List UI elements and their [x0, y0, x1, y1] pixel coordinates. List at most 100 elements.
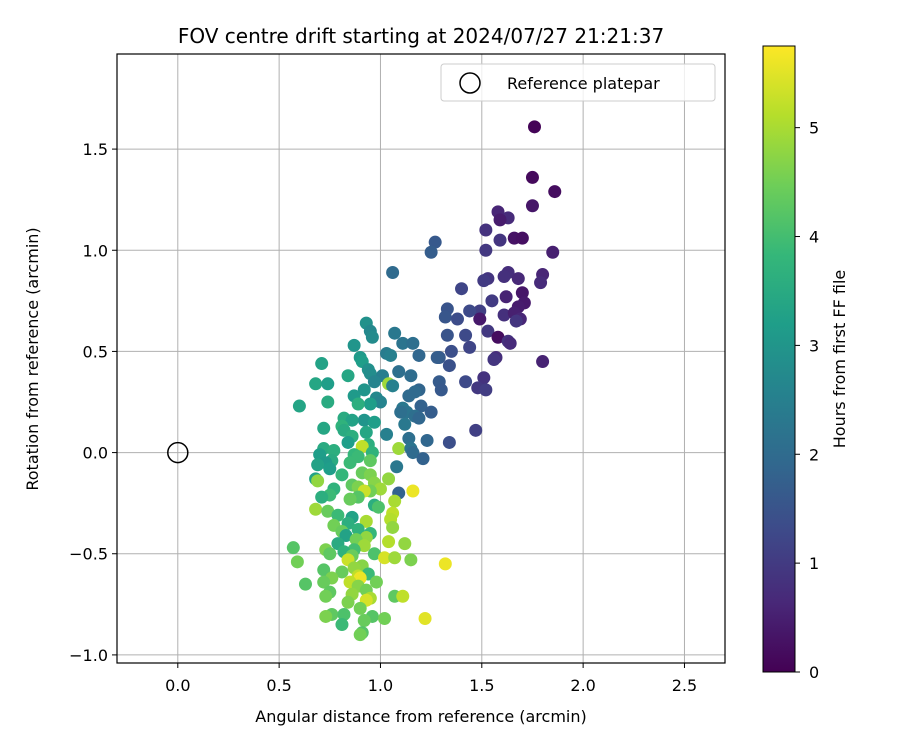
- data-point: [321, 377, 335, 391]
- x-tick-label: 1.0: [368, 676, 393, 695]
- y-axis-label: Rotation from reference (arcmin): [23, 227, 42, 490]
- data-point: [414, 399, 428, 413]
- data-point: [481, 324, 495, 338]
- data-point: [548, 185, 562, 199]
- legend-entry-reference: Reference platepar: [507, 74, 660, 93]
- legend-reference-marker: [459, 72, 481, 94]
- y-tick-label: 1.0: [83, 241, 108, 260]
- colorbar-tick-label: 3: [809, 336, 819, 355]
- data-point: [491, 330, 505, 344]
- data-point: [382, 535, 396, 549]
- data-point: [353, 628, 367, 642]
- data-point: [341, 595, 355, 609]
- y-tick-label: −1.0: [69, 646, 108, 665]
- colorbar-ticks: 0 1 2 3 4 5: [795, 119, 819, 682]
- data-point: [440, 328, 454, 342]
- data-point: [315, 357, 329, 371]
- data-point: [463, 304, 477, 318]
- data-point: [444, 344, 458, 358]
- data-point: [309, 377, 323, 391]
- x-tick-label: 2.5: [672, 676, 697, 695]
- data-point: [455, 282, 469, 296]
- data-point: [317, 563, 331, 577]
- data-point: [430, 350, 444, 364]
- data-point: [406, 484, 420, 498]
- colorbar-tick-label: 5: [809, 119, 819, 138]
- reference-marker: [167, 441, 189, 464]
- data-point: [378, 611, 392, 625]
- data-point: [388, 551, 402, 565]
- data-point: [378, 551, 392, 565]
- data-point: [331, 508, 345, 522]
- data-point: [450, 312, 464, 326]
- data-point: [493, 213, 507, 227]
- x-axis-label: Angular distance from reference (arcmin): [255, 707, 586, 726]
- data-point: [394, 405, 408, 419]
- data-point: [367, 375, 381, 389]
- data-point: [515, 231, 529, 245]
- data-point: [499, 290, 513, 304]
- data-point: [319, 589, 333, 603]
- legend: Reference platepar: [440, 63, 716, 102]
- data-point: [388, 326, 402, 340]
- data-point: [321, 504, 335, 518]
- colorbar-label: Hours from first FF file: [830, 270, 849, 449]
- data-point: [392, 365, 406, 379]
- data-point: [357, 383, 371, 397]
- data-point: [469, 423, 483, 437]
- reference-point: [167, 441, 189, 464]
- data-point: [355, 440, 369, 454]
- data-point: [459, 328, 473, 342]
- data-point: [509, 314, 523, 328]
- data-point: [353, 601, 367, 615]
- data-point: [345, 413, 359, 427]
- data-point: [412, 348, 426, 362]
- colorbar-tick-label: 1: [809, 554, 819, 573]
- data-point: [309, 502, 323, 516]
- data-point: [515, 286, 529, 300]
- data-point: [473, 312, 487, 326]
- data-point: [428, 235, 442, 249]
- data-point: [459, 375, 473, 389]
- data-point: [292, 399, 306, 413]
- data-point: [434, 383, 448, 397]
- data-point: [384, 348, 398, 362]
- data-point: [351, 397, 365, 411]
- colorbar-tick-label: 2: [809, 445, 819, 464]
- data-point: [323, 462, 337, 476]
- data-point: [323, 547, 337, 561]
- plot-area-frame: [116, 53, 726, 664]
- data-point: [311, 458, 325, 472]
- y-tick-label: 0.5: [83, 342, 108, 361]
- data-point: [371, 500, 385, 514]
- data-point: [317, 421, 331, 435]
- data-point: [438, 310, 452, 324]
- data-point: [497, 308, 511, 322]
- data-point: [402, 389, 416, 403]
- y-tick-label: −0.5: [69, 545, 108, 564]
- data-point: [321, 395, 335, 409]
- data-point: [388, 494, 402, 508]
- chart-title: FOV centre drift starting at 2024/07/27 …: [178, 24, 664, 48]
- data-point: [479, 223, 493, 237]
- data-point: [365, 330, 379, 344]
- x-tick-label: 2.0: [570, 676, 595, 695]
- data-point: [341, 369, 355, 383]
- data-point: [404, 553, 418, 567]
- data-point: [404, 369, 418, 383]
- data-point: [406, 446, 420, 460]
- data-point: [396, 589, 410, 603]
- data-point: [527, 120, 541, 134]
- data-point: [335, 618, 349, 632]
- x-tick-label: 1.5: [469, 676, 494, 695]
- data-point: [479, 383, 493, 397]
- data-point: [363, 397, 377, 411]
- data-point: [357, 539, 371, 553]
- data-point: [369, 575, 383, 589]
- data-point: [382, 472, 396, 486]
- data-point: [412, 411, 426, 425]
- data-point: [386, 379, 400, 393]
- colorbar-tick-label: 0: [809, 663, 819, 682]
- y-tick-label: 1.5: [83, 140, 108, 159]
